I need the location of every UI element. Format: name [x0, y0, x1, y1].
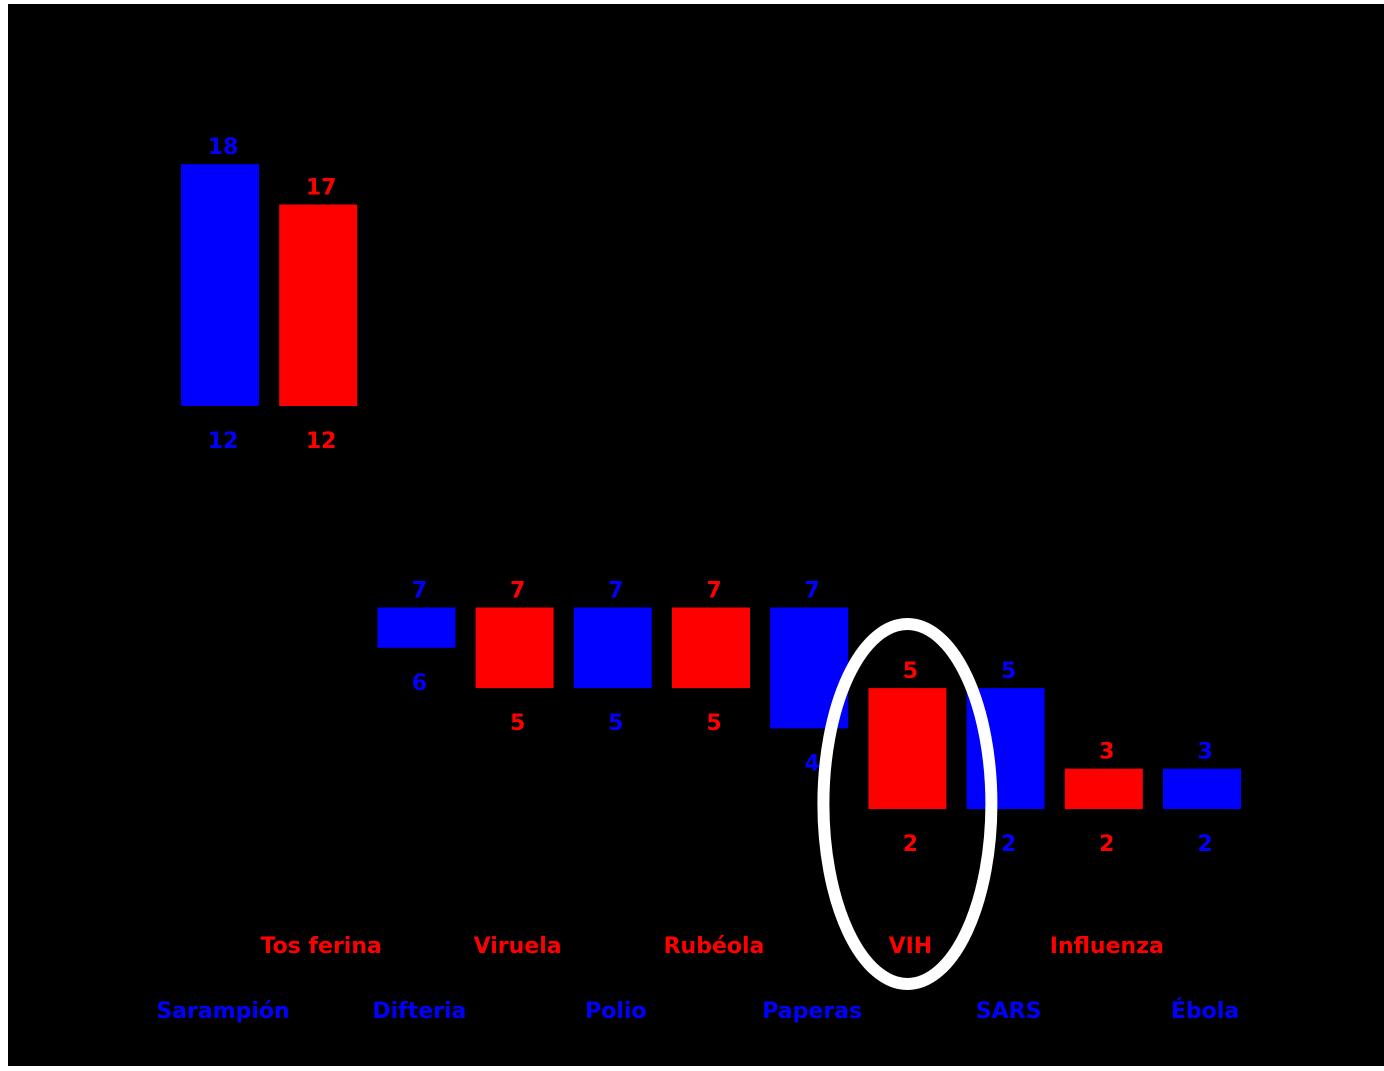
value-label-low-ebola: 2	[1197, 832, 1212, 857]
bar-ebola	[1163, 768, 1241, 809]
value-label-low-sars: 2	[1001, 832, 1016, 857]
category-label-rubeola: Rubéola	[664, 934, 765, 959]
value-label-low-viruela: 5	[510, 711, 525, 736]
category-label-sars: SARS	[976, 999, 1042, 1024]
bar-rubeola	[672, 607, 750, 689]
category-label-difteria: Difteria	[372, 999, 466, 1024]
bar-polio	[573, 607, 652, 689]
category-label-paperas: Paperas	[762, 999, 862, 1024]
value-label-low-influenza: 2	[1099, 832, 1114, 857]
chart-background	[8, 4, 1384, 1066]
category-label-influenza: Influenza	[1050, 934, 1164, 959]
value-labels-group: 18 12 17 12 7 6 7 5 7 5 7 5 7 4 5 2 5 2 3 2 3 2	[208, 135, 1213, 857]
value-label-low-paperas: 4	[805, 751, 820, 776]
bars-group	[181, 164, 1241, 809]
category-label-viruela: Viruela	[474, 934, 562, 959]
category-label-ebola: Ébola	[1171, 998, 1239, 1024]
bar-difteria	[377, 607, 456, 648]
value-label-high-paperas: 7	[805, 579, 820, 604]
value-label-high-sarampion: 18	[208, 135, 239, 160]
highlight-ellipse	[817, 618, 998, 990]
bar-sarampion	[181, 164, 259, 406]
value-label-low-rubeola: 5	[706, 711, 721, 736]
category-label-polio: Polio	[585, 999, 646, 1024]
value-label-low-vih: 2	[903, 832, 918, 857]
value-label-high-rubeola: 7	[706, 579, 721, 604]
highlight-group	[817, 618, 998, 990]
value-label-high-influenza: 3	[1099, 740, 1114, 765]
bar-tos-ferina	[279, 204, 358, 406]
value-label-high-sars: 5	[1001, 659, 1016, 684]
value-label-high-tos-ferina: 17	[306, 176, 337, 201]
bar-vih	[868, 688, 947, 809]
category-label-tos-ferina: Tos ferina	[261, 934, 382, 959]
bar-viruela	[475, 607, 554, 689]
value-label-high-vih: 5	[903, 659, 918, 684]
value-label-low-difteria: 6	[412, 671, 427, 696]
value-label-high-polio: 7	[608, 579, 623, 604]
category-label-vih: VIH	[889, 934, 933, 959]
value-label-high-difteria: 7	[412, 579, 427, 604]
value-label-low-tos-ferina: 12	[306, 429, 337, 454]
value-label-high-ebola: 3	[1197, 740, 1212, 765]
bar-influenza	[1064, 768, 1143, 809]
value-label-low-sarampion: 12	[208, 429, 239, 454]
value-label-high-viruela: 7	[510, 579, 525, 604]
category-labels-group: Sarampión Tos ferina Difteria Viruela Polio R…	[156, 934, 1239, 1024]
value-label-low-polio: 5	[608, 711, 623, 736]
category-label-sarampion: Sarampión	[156, 999, 289, 1024]
